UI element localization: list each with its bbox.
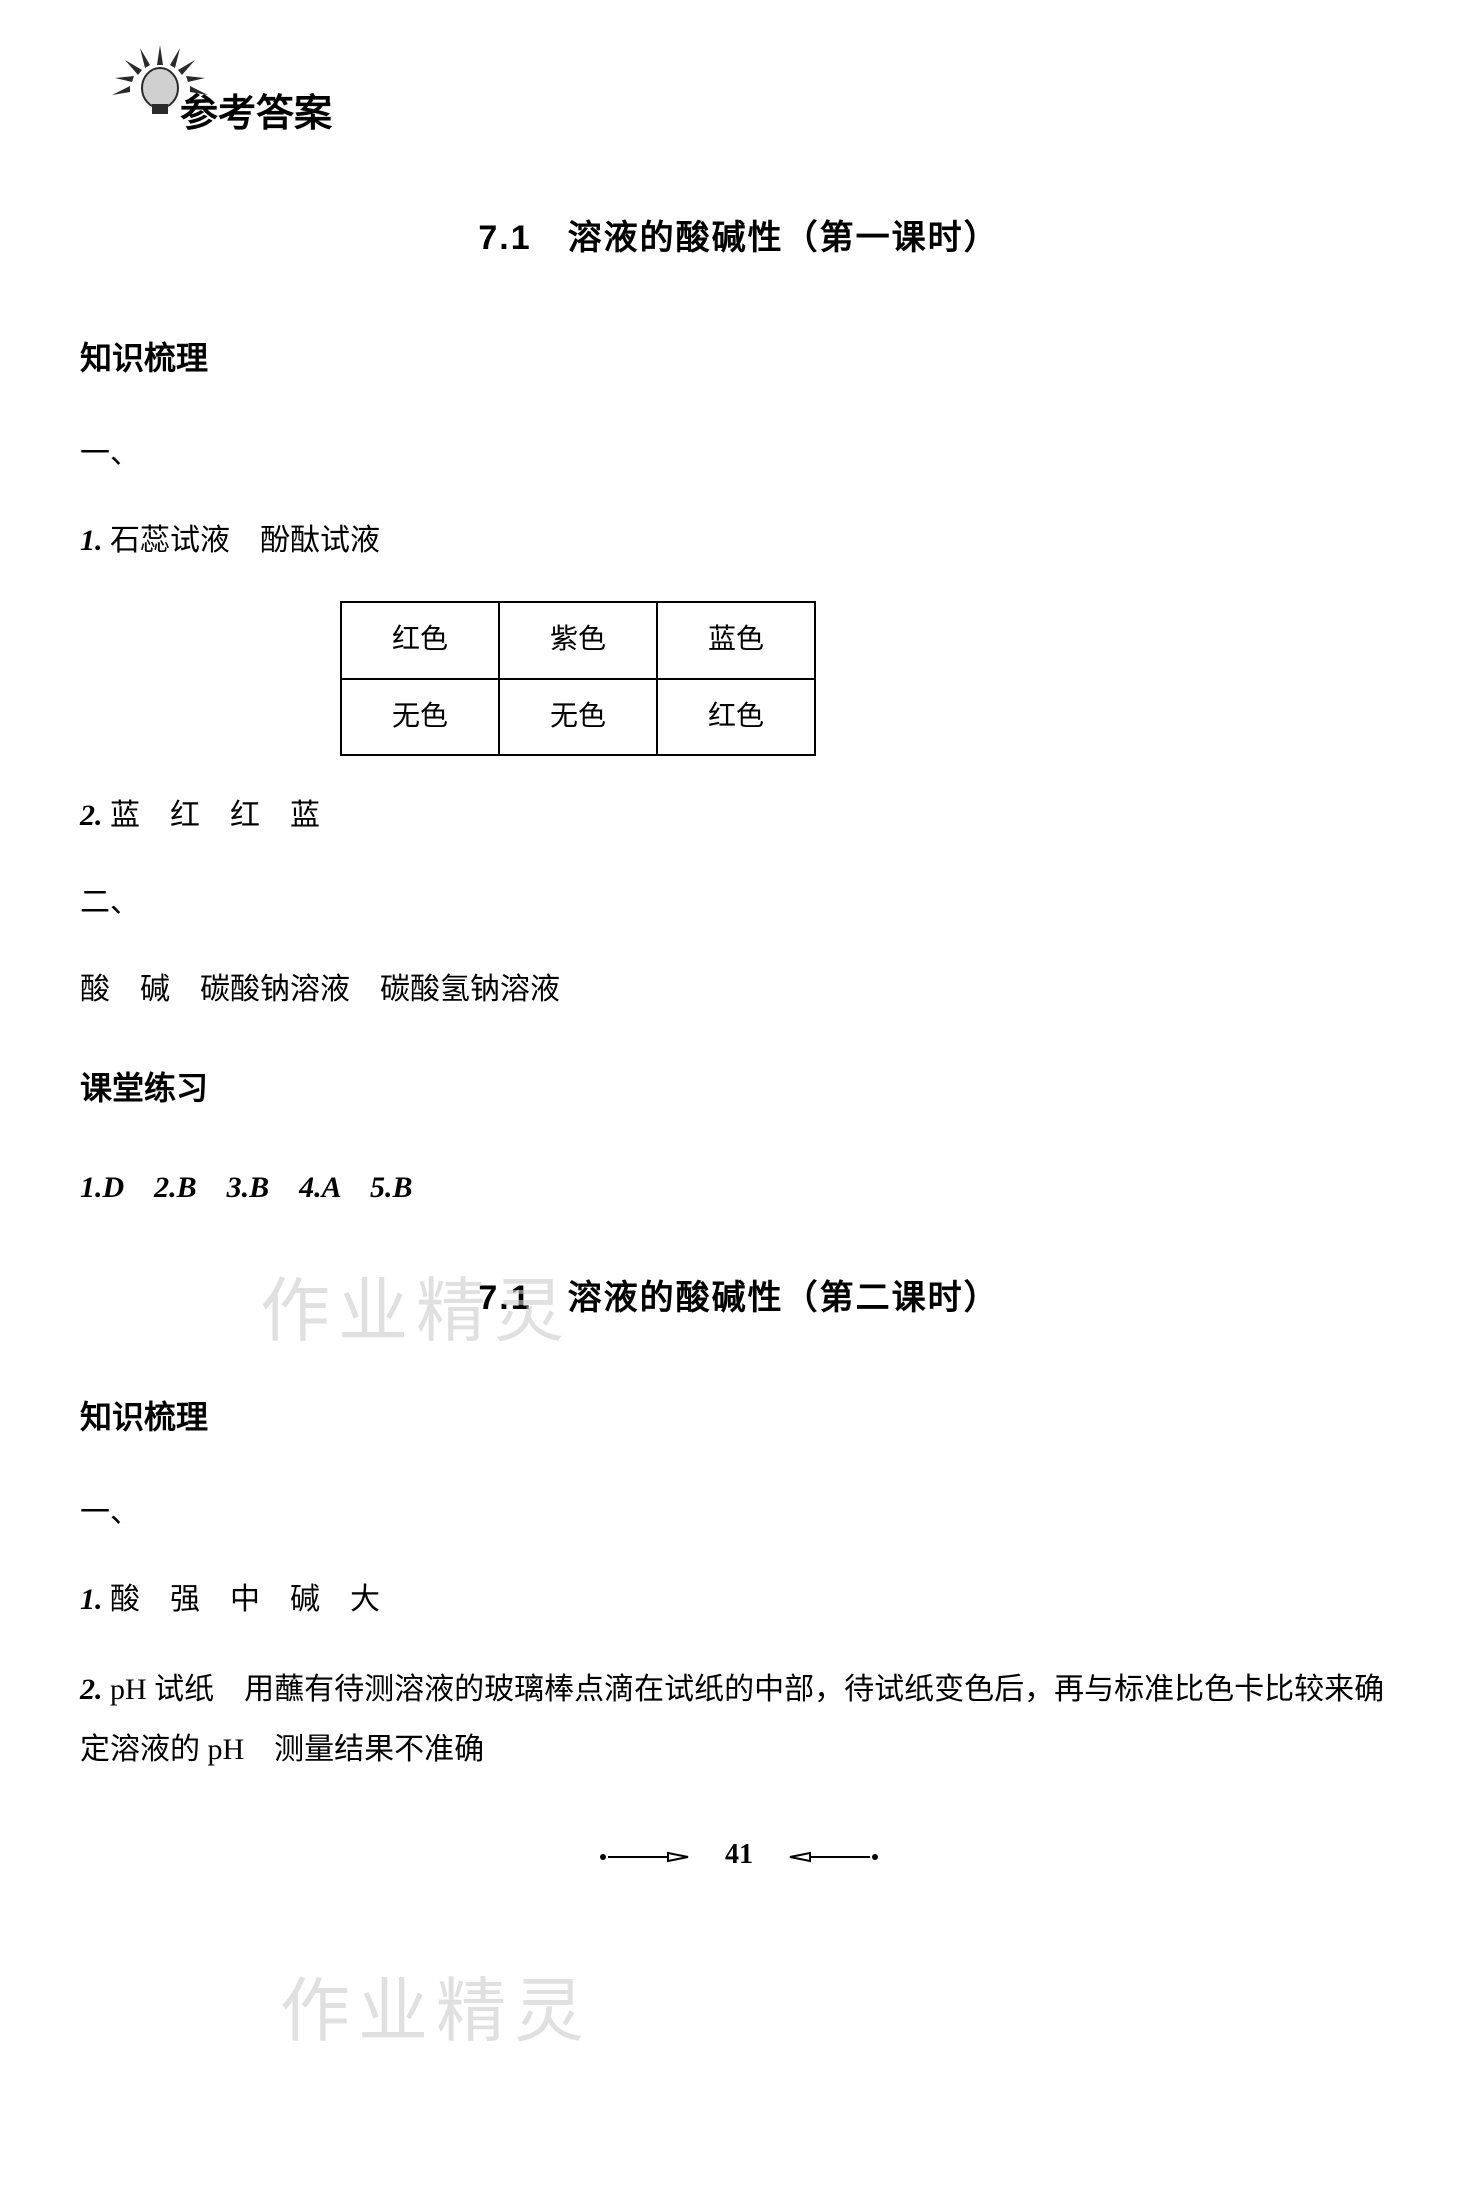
item-number: 2. [80, 1673, 103, 1706]
item-number: 2. [80, 799, 103, 832]
footer-decoration-left-icon [598, 1832, 698, 1882]
item-text: 酸 强 中 碱 大 [110, 1583, 380, 1616]
part-marker-1-2: 二、 [80, 876, 1398, 930]
table-cell: 紫色 [499, 602, 657, 678]
section-title-2: 7.1 溶液的酸碱性（第二课时） [80, 1268, 1398, 1329]
subsection-heading-knowledge-1: 知识梳理 [80, 330, 1398, 388]
color-answer-table: 红色 紫色 蓝色 无色 无色 红色 [340, 601, 816, 756]
table-cell: 红色 [657, 679, 815, 755]
item-1-2-1: 酸 碱 碳酸钠溶液 碳酸氢钠溶液 [80, 960, 1398, 1020]
table-cell: 无色 [341, 679, 499, 755]
item-number: 1. [80, 524, 103, 557]
content-wrapper: 参考答案 7.1 溶液的酸碱性（第一课时） 知识梳理 一、 1. 石蕊试液 酚酞… [80, 80, 1398, 1882]
item-2-1-2: 2. pH 试纸 用蘸有待测溶液的玻璃棒点滴在试纸的中部，待试纸变色后，再与标准… [80, 1660, 1398, 1780]
answer-line: 1.D 2.B 3.B 4.A 5.B [80, 1171, 413, 1204]
page-main-title: 参考答案 [180, 80, 1398, 148]
item-text: 酸 碱 碳酸钠溶液 碳酸氢钠溶液 [80, 973, 560, 1006]
watermark-text-2: 作业精灵 [280, 1950, 592, 2076]
part-marker-1-1: 一、 [80, 427, 1398, 481]
page-number: 41 [705, 1839, 773, 1870]
item-1-1-2: 2. 蓝 红 红 蓝 [80, 786, 1398, 846]
table-row: 无色 无色 红色 [341, 679, 815, 755]
item-text: pH 试纸 用蘸有待测溶液的玻璃棒点滴在试纸的中部，待试纸变色后，再与标准比色卡… [80, 1673, 1384, 1766]
page-footer: 41 [80, 1830, 1398, 1882]
item-2-1-1: 1. 酸 强 中 碱 大 [80, 1570, 1398, 1630]
item-number: 1. [80, 1583, 103, 1616]
subsection-heading-knowledge-2: 知识梳理 [80, 1389, 1398, 1447]
sunburst-lightbulb-icon [100, 40, 220, 151]
header-section: 参考答案 [80, 80, 1398, 148]
table-cell: 蓝色 [657, 602, 815, 678]
footer-decoration-right-icon [780, 1832, 880, 1882]
part-marker-2-1: 一、 [80, 1486, 1398, 1540]
table-cell: 无色 [499, 679, 657, 755]
table-cell: 红色 [341, 602, 499, 678]
item-text: 石蕊试液 酚酞试液 [110, 524, 380, 557]
section-title-1: 7.1 溶液的酸碱性（第一课时） [80, 208, 1398, 269]
item-1-1-1: 1. 石蕊试液 酚酞试液 [80, 511, 1398, 571]
item-text: 蓝 红 红 蓝 [110, 799, 320, 832]
practice-answers-1: 1.D 2.B 3.B 4.A 5.B [80, 1158, 1398, 1218]
table-row: 红色 紫色 蓝色 [341, 602, 815, 678]
subsection-heading-practice-1: 课堂练习 [80, 1060, 1398, 1118]
